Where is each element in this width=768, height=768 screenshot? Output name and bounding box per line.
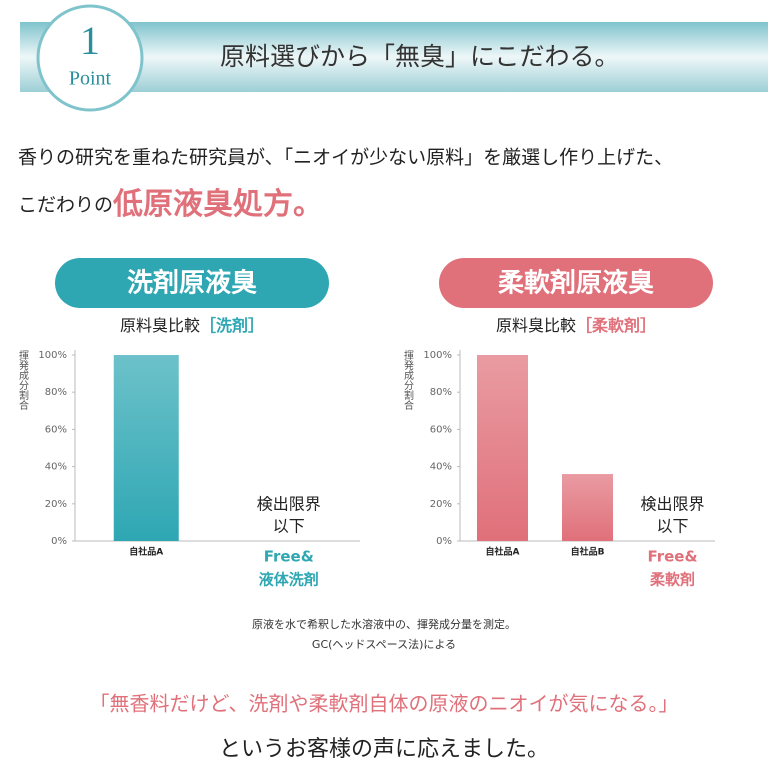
header-title: 原料選びから「無臭」にこだわる。 [220,42,620,71]
y-tick-label: 20% [430,499,452,510]
bar [477,355,528,541]
chart-badge [439,258,713,308]
annotation: 検出限界 [640,495,704,514]
chart-title-tag: ［柔軟剤］ [576,316,656,335]
y-tick-label: 100% [423,350,452,361]
y-tick-label: 20% [45,499,67,510]
y-tick-label: 80% [45,387,67,398]
bar [113,355,179,541]
annotation: 以下 [656,517,688,536]
x-tick-label: 自社品A [486,546,520,558]
y-tick-label: 100% [38,350,67,361]
chart-title-main: 原料臭比較 [120,316,200,335]
note: GC(ヘッドスペース法)による [312,637,456,651]
y-tick-label: 80% [430,387,452,398]
chart-badge-label: 洗剤原液臭 [127,268,257,299]
chart-badge [55,258,329,308]
footer-closing: というお客様の声に応えました。 [219,737,549,762]
intro-prefix: こだわりの [18,194,113,216]
chart-title-tag: ［洗剤］ [200,316,264,335]
y-axis-label: 揮発成分割合 [17,349,29,411]
chart-badge-label: 柔軟剤原液臭 [498,268,654,299]
annotation: 検出限界 [257,495,321,514]
chart-title-main: 原料臭比較 [496,316,576,335]
footer-quote: 「無香料だけど、洗剤や柔軟剤自体の原液のニオイが気になる。」 [90,692,679,716]
x-tick-label: Free& [264,548,314,566]
y-tick-label: 0% [436,536,452,547]
y-tick-label: 0% [51,536,67,547]
annotation: 以下 [273,517,305,536]
y-tick-label: 40% [45,462,67,473]
x-tick-label: 柔軟剤 [650,571,695,589]
header-band [20,22,768,92]
y-tick-label: 60% [430,424,452,435]
note: 原液を水で希釈した水溶液中の、揮発成分量を測定。 [252,617,516,631]
badge-number: 1 [80,18,100,63]
x-tick-label: 自社品A [129,546,163,558]
bar [562,474,613,541]
x-tick-label: 液体洗剤 [259,571,319,589]
badge-word: Point [69,68,112,90]
chart-title: 原料臭比較［柔軟剤］ [496,316,656,335]
intro-line: こだわりの低原液臭処方。 [18,187,323,222]
chart-title: 原料臭比較［洗剤］ [120,316,264,335]
y-tick-label: 60% [45,424,67,435]
point-badge [36,4,144,112]
x-tick-label: 自社品B [571,546,605,558]
intro-emphasis: 低原液臭処方。 [112,187,323,222]
y-axis-label: 揮発成分割合 [402,349,414,411]
x-tick-label: Free& [647,548,697,566]
y-tick-label: 40% [430,462,452,473]
intro-line: 香りの研究を重ねた研究員が、「ニオイが少ない原料」を厳選し作り上げた、 [18,147,673,169]
